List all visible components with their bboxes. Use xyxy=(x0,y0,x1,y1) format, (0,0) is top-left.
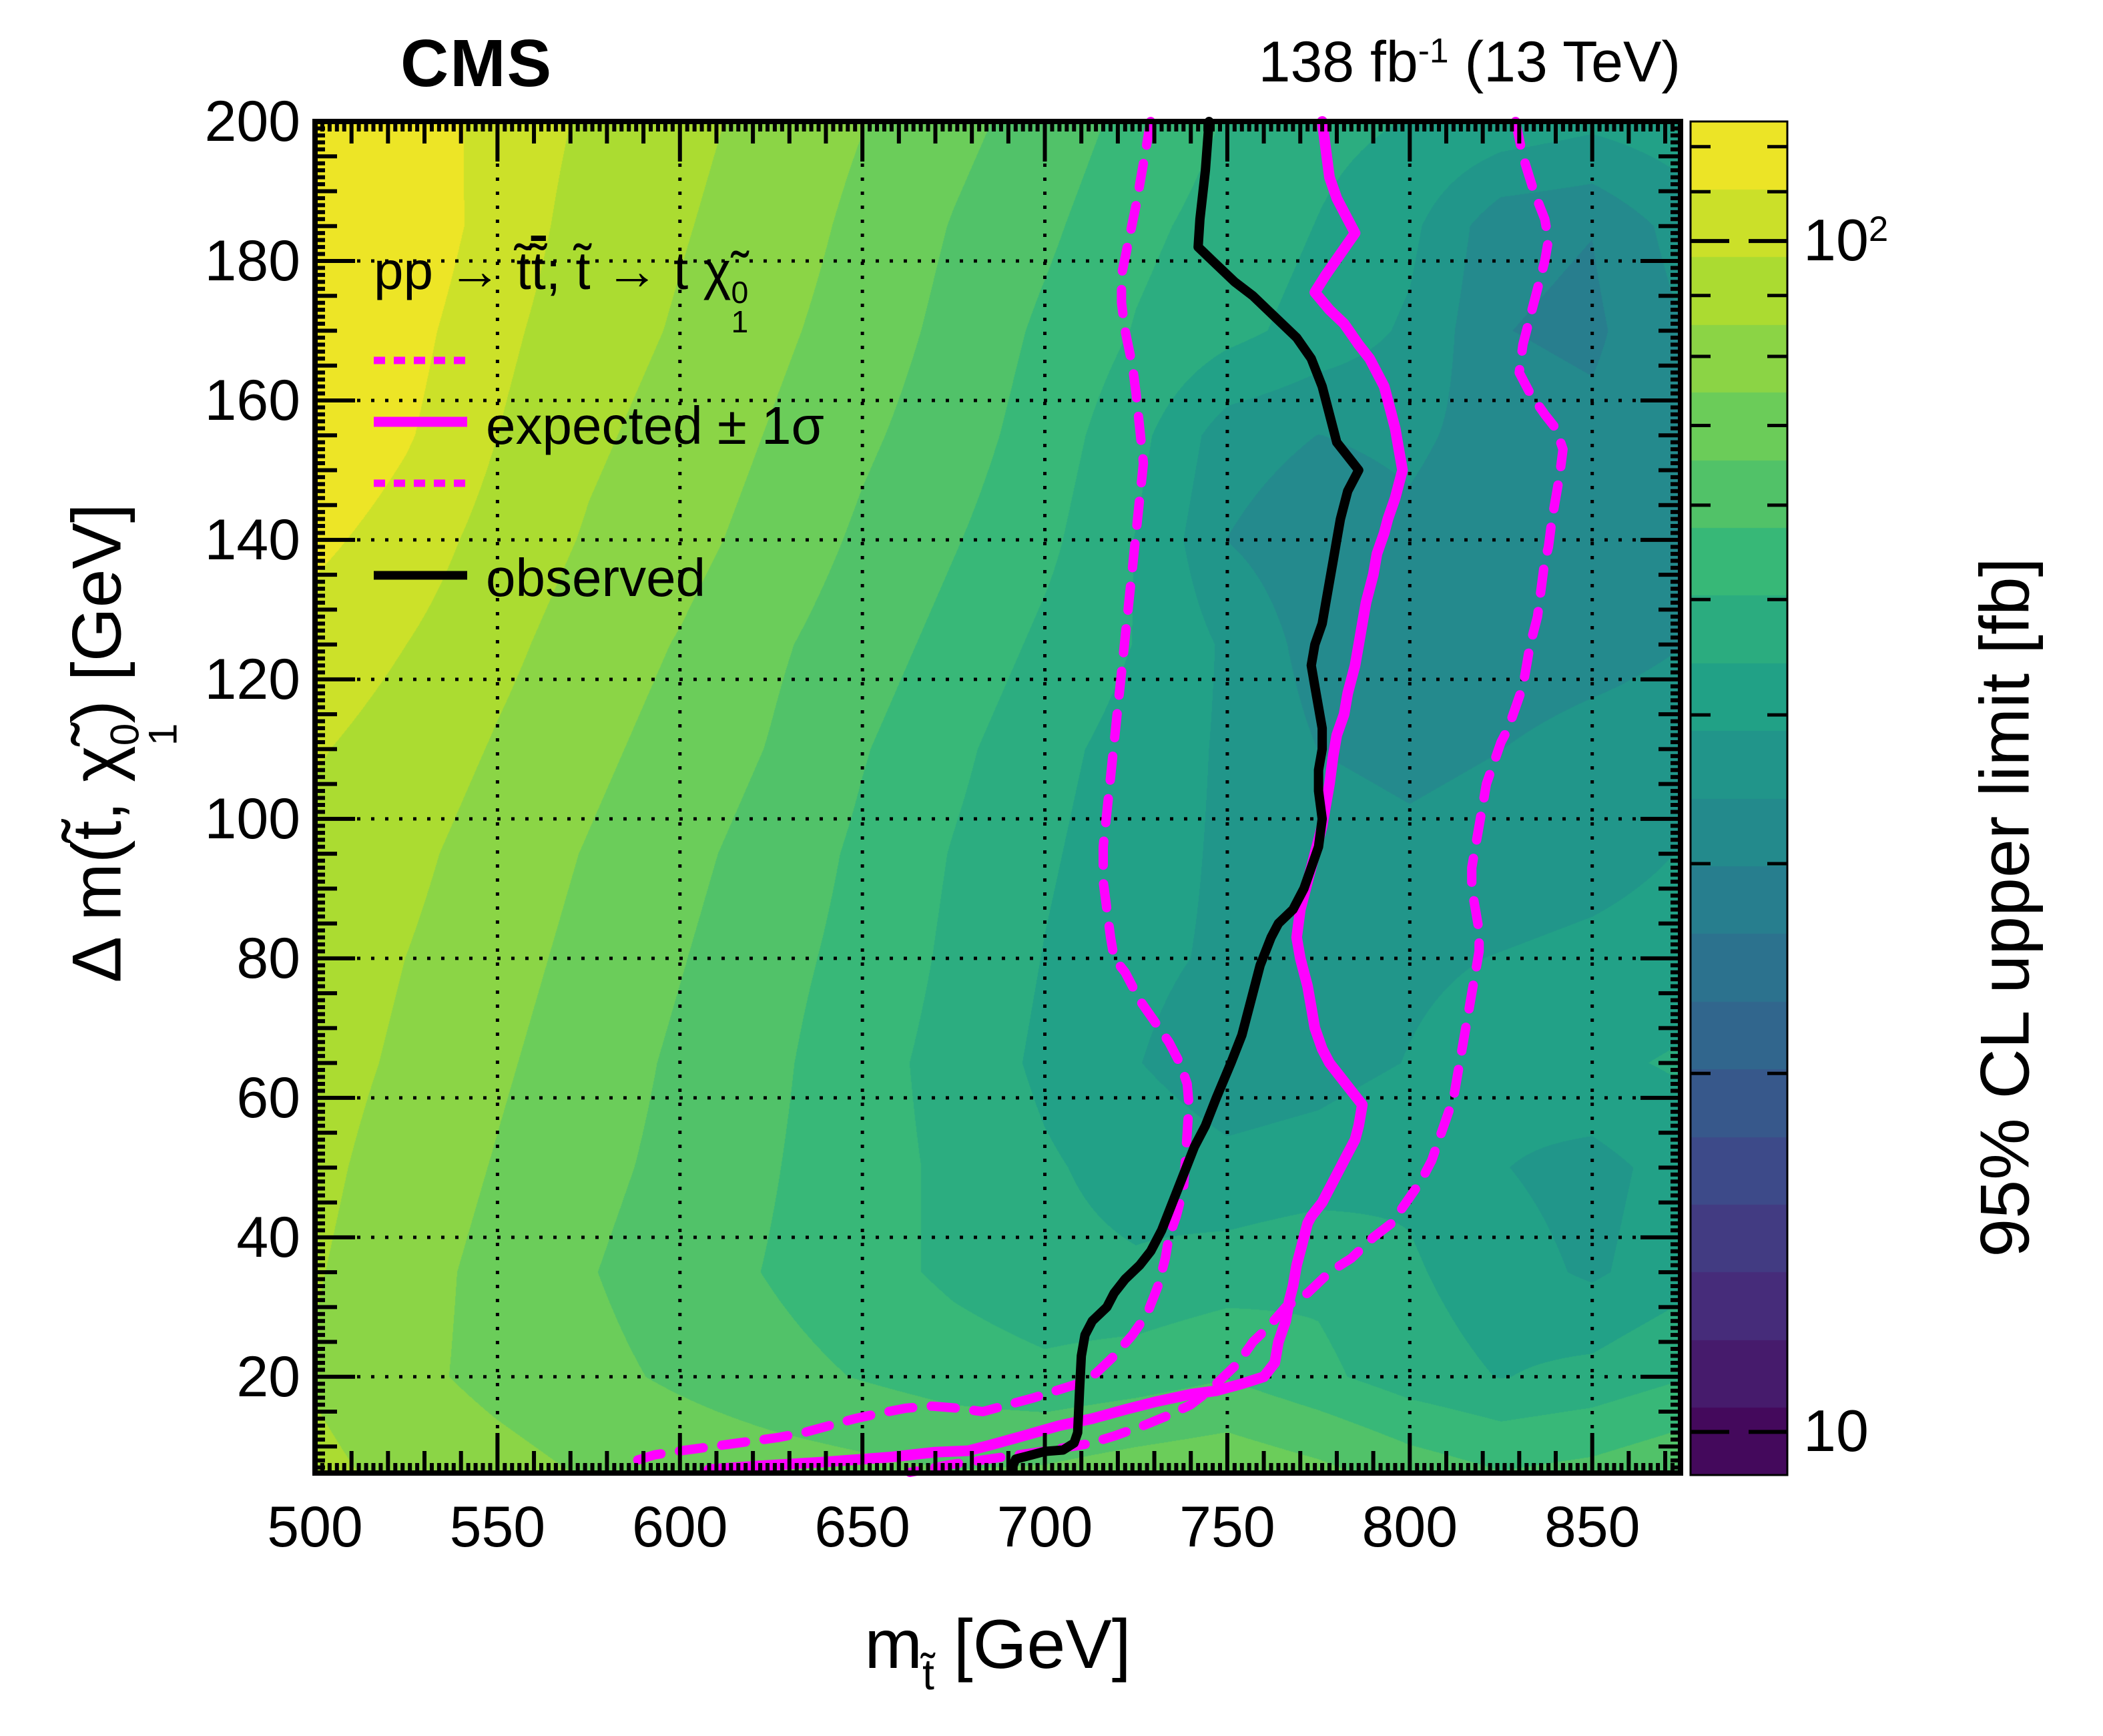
y-tick-label-100: 100 xyxy=(204,786,301,851)
y-tick-label-160: 160 xyxy=(204,368,301,432)
x-tick-label-500: 500 xyxy=(267,1495,363,1559)
experiment-logo: CMS xyxy=(400,26,553,101)
x-tick-label-850: 850 xyxy=(1544,1495,1640,1559)
x-tick-label-700: 700 xyxy=(996,1495,1093,1559)
x-axis-title: mt̃ [GeV] xyxy=(864,1606,1131,1699)
y-tick-label-60: 60 xyxy=(236,1065,300,1130)
expected-contour xyxy=(703,116,1408,1475)
x-tick-label-650: 650 xyxy=(814,1495,910,1559)
x-tick-label-750: 750 xyxy=(1179,1495,1275,1559)
y-tick-label-120: 120 xyxy=(204,647,301,711)
y-tick-label-200: 200 xyxy=(204,89,301,154)
x-tick-label-550: 550 xyxy=(449,1495,546,1559)
y-tick-label-140: 140 xyxy=(204,507,301,572)
legend-process-label: pp → t̃t̃; t̃ → t χ̃ 0 1 xyxy=(374,241,749,339)
colorbar-tick-label-10: 10 xyxy=(1803,1398,1869,1464)
y-tick-label-80: 80 xyxy=(236,926,300,990)
x-tick-label-800: 800 xyxy=(1362,1495,1458,1559)
colorbar-gradient xyxy=(1691,121,1787,1475)
luminosity-energy-label: 138 fb-1 (13 TeV) xyxy=(1258,30,1681,94)
colorbar-tick-label-100: 102 xyxy=(1803,207,1889,274)
legend-expected-label: expected ± 1σ xyxy=(486,396,824,455)
x-tick-label-600: 600 xyxy=(632,1495,728,1559)
colorbar-axis-title: 95% CL upper limit [fb] xyxy=(1966,557,2044,1257)
y-tick-label-180: 180 xyxy=(204,228,301,293)
expected-plus1sigma-contour xyxy=(905,117,1568,1477)
y-tick-label-40: 40 xyxy=(236,1205,300,1269)
legend-observed-label: observed xyxy=(486,548,706,607)
colorbar-frame xyxy=(1689,120,1789,1476)
heatmap-canvas xyxy=(315,121,1681,1473)
expected-minus1sigma-contour xyxy=(620,117,1194,1473)
observed-contour xyxy=(1007,117,1364,1473)
y-tick-label-20: 20 xyxy=(236,1344,300,1409)
